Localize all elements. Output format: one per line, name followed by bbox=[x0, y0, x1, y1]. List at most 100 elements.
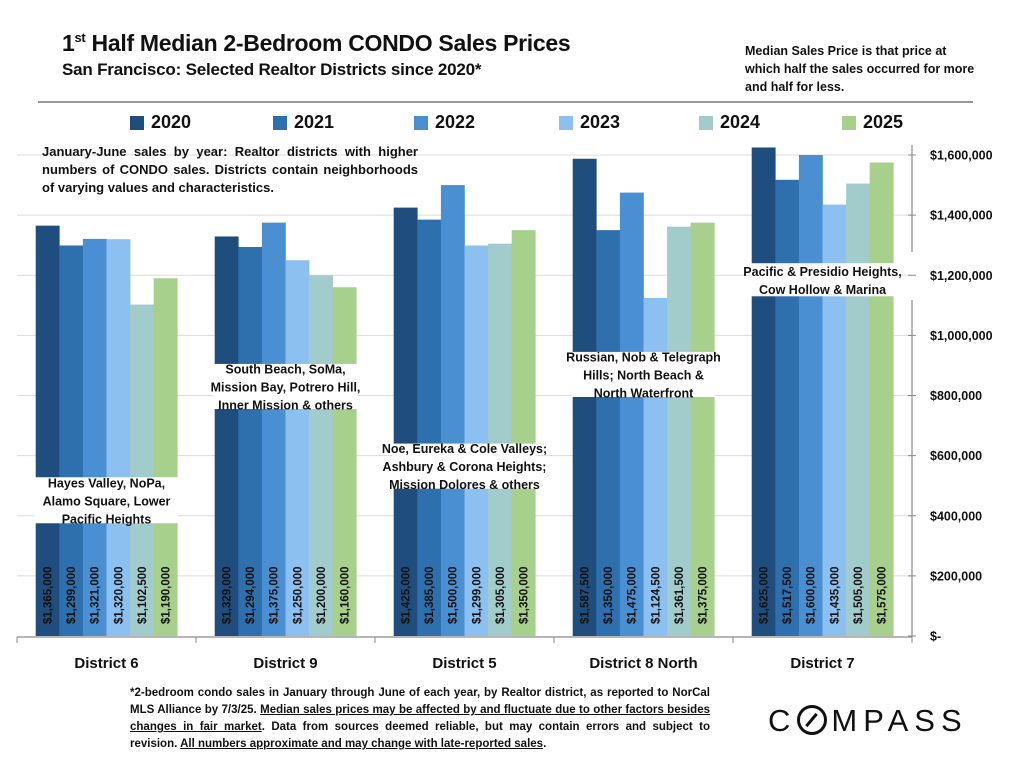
bar-value-label: $1,505,000 bbox=[853, 566, 865, 624]
bar-2022-3 bbox=[619, 192, 644, 636]
bar-2023-2 bbox=[464, 245, 489, 636]
bar-value-label: $1,375,000 bbox=[269, 566, 281, 624]
y-tick-label: $1,400,000 bbox=[930, 209, 993, 223]
neighborhood-label: Hayes Valley, NoPa, bbox=[48, 476, 165, 490]
bar-2024-0 bbox=[130, 304, 154, 636]
legend-label: 2025 bbox=[863, 112, 904, 132]
bar-value-label: $1,385,000 bbox=[424, 566, 436, 624]
legend-label: 2023 bbox=[580, 112, 621, 132]
legend-label: 2024 bbox=[720, 112, 761, 132]
bar-value-label: $1,361,500 bbox=[674, 566, 686, 624]
y-tick-label: $200,000 bbox=[930, 569, 982, 583]
bar-value-label: $1,517,500 bbox=[782, 566, 794, 624]
bar-2023-4 bbox=[822, 204, 847, 636]
bar-value-label: $1,124,500 bbox=[650, 566, 662, 624]
footnote: *2-bedroom condo sales in January throug… bbox=[130, 687, 710, 750]
bar-value-label: $1,500,000 bbox=[448, 566, 460, 624]
neighborhood-label: South Beach, SoMa, bbox=[225, 362, 345, 376]
median-definition-note: Median Sales Price is that price at whic… bbox=[745, 44, 975, 94]
bar-value-label: $1,600,000 bbox=[806, 566, 818, 624]
bar-value-label: $1,435,000 bbox=[829, 566, 841, 624]
bar-2020-3 bbox=[572, 158, 597, 636]
bar-2025-0 bbox=[153, 278, 178, 636]
neighborhood-label: Pacific & Presidio Heights, bbox=[743, 265, 901, 279]
bar-2023-1 bbox=[285, 260, 310, 636]
bar-value-label: $1,575,000 bbox=[877, 566, 889, 624]
neighborhood-box bbox=[750, 263, 895, 297]
legend-item-2024: 2024 bbox=[699, 112, 760, 133]
neighborhood-label: Hills; North Beach & bbox=[583, 368, 704, 382]
neighborhood-box bbox=[34, 477, 179, 524]
bar-2022-4 bbox=[798, 155, 823, 636]
legend-item-2020: 2020 bbox=[130, 112, 191, 133]
chart-subtitle: San Francisco: Selected Realtor District… bbox=[62, 60, 482, 79]
bar-2020-2 bbox=[393, 207, 418, 636]
legend-label: 2020 bbox=[151, 112, 192, 132]
bar-value-label: $1,625,000 bbox=[759, 566, 771, 624]
category-label: District 5 bbox=[432, 655, 496, 672]
chart-description: January-June sales by year: Realtor dist… bbox=[42, 144, 418, 195]
legend-swatch-icon bbox=[130, 115, 144, 130]
neighborhood-box bbox=[571, 351, 716, 398]
bar-value-label: $1,475,000 bbox=[627, 566, 639, 624]
bar-2021-1 bbox=[238, 246, 263, 636]
bar-value-label: $1,299,000 bbox=[66, 566, 78, 624]
bar-value-label: $1,365,000 bbox=[43, 566, 55, 624]
neighborhood-label: Russian, Nob & Telegraph bbox=[566, 350, 721, 364]
bar-value-label: $1,190,000 bbox=[161, 566, 173, 624]
neighborhood-label: Inner Mission & others bbox=[218, 398, 353, 412]
bar-value-label: $1,294,000 bbox=[245, 566, 257, 624]
y-tick-label: $400,000 bbox=[930, 509, 982, 523]
bar-value-label: $1,250,000 bbox=[292, 566, 304, 624]
bar-2024-4 bbox=[846, 183, 870, 636]
legend-label: 2021 bbox=[294, 112, 335, 132]
y-tick-label: $600,000 bbox=[930, 449, 982, 463]
neighborhood-label: Mission Bay, Potrero Hill, bbox=[211, 380, 361, 394]
bar-value-label: $1,321,000 bbox=[90, 566, 102, 624]
legend-item-2021: 2021 bbox=[273, 112, 334, 133]
category-label: District 7 bbox=[790, 655, 854, 672]
y-tick-label: $1,000,000 bbox=[930, 329, 993, 343]
legend-item-2025: 2025 bbox=[842, 112, 903, 133]
legend-label: 2022 bbox=[435, 112, 476, 132]
legend-item-2022: 2022 bbox=[414, 112, 475, 133]
compass-o-icon bbox=[797, 705, 828, 735]
bar-value-label: $1,350,000 bbox=[603, 566, 615, 624]
y-tick-label: $1,600,000 bbox=[930, 149, 993, 163]
bar-value-label: $1,350,000 bbox=[519, 566, 531, 624]
bar-2021-0 bbox=[59, 245, 84, 636]
bar-2022-1 bbox=[261, 222, 286, 636]
bar-value-label: $1,425,000 bbox=[401, 566, 413, 624]
legend-swatch-icon bbox=[273, 115, 287, 130]
y-tick-label: $- bbox=[930, 630, 941, 644]
legend-swatch-icon bbox=[842, 115, 856, 130]
header-divider bbox=[38, 101, 973, 103]
bar-value-label: $1,200,000 bbox=[316, 566, 328, 624]
y-tick-label: $1,200,000 bbox=[930, 269, 993, 283]
bar-2024-2 bbox=[488, 243, 512, 636]
bar-2022-0 bbox=[82, 238, 107, 636]
neighborhood-label: Noe, Eureka & Cole Valleys; bbox=[382, 442, 547, 456]
bar-2025-2 bbox=[511, 230, 536, 636]
legend: 2020 2021 2022 2023 2024 2025 bbox=[130, 112, 903, 136]
bar-2023-0 bbox=[106, 239, 131, 637]
legend-swatch-icon bbox=[559, 115, 573, 130]
bar-2020-0 bbox=[35, 225, 60, 636]
bar-2022-2 bbox=[440, 185, 465, 636]
bar-2025-4 bbox=[869, 162, 894, 636]
category-label: District 9 bbox=[253, 655, 317, 672]
y-tick-label: $800,000 bbox=[930, 389, 982, 403]
neighborhood-label: Cow Hollow & Marina bbox=[759, 283, 887, 297]
bar-2025-3 bbox=[690, 222, 715, 636]
neighborhood-label: Alamo Square, Lower bbox=[43, 494, 171, 508]
bar-value-label: $1,305,000 bbox=[495, 566, 507, 624]
compass-logo: C MPASS bbox=[768, 703, 968, 738]
neighborhood-box bbox=[213, 363, 358, 410]
neighborhood-label: North Waterfront bbox=[594, 386, 694, 400]
category-label: District 6 bbox=[74, 655, 138, 672]
bar-value-label: $1,102,500 bbox=[137, 566, 149, 624]
category-label: District 8 North bbox=[589, 655, 697, 672]
bar-value-label: $1,375,000 bbox=[698, 566, 710, 624]
bar-2021-3 bbox=[596, 230, 621, 636]
